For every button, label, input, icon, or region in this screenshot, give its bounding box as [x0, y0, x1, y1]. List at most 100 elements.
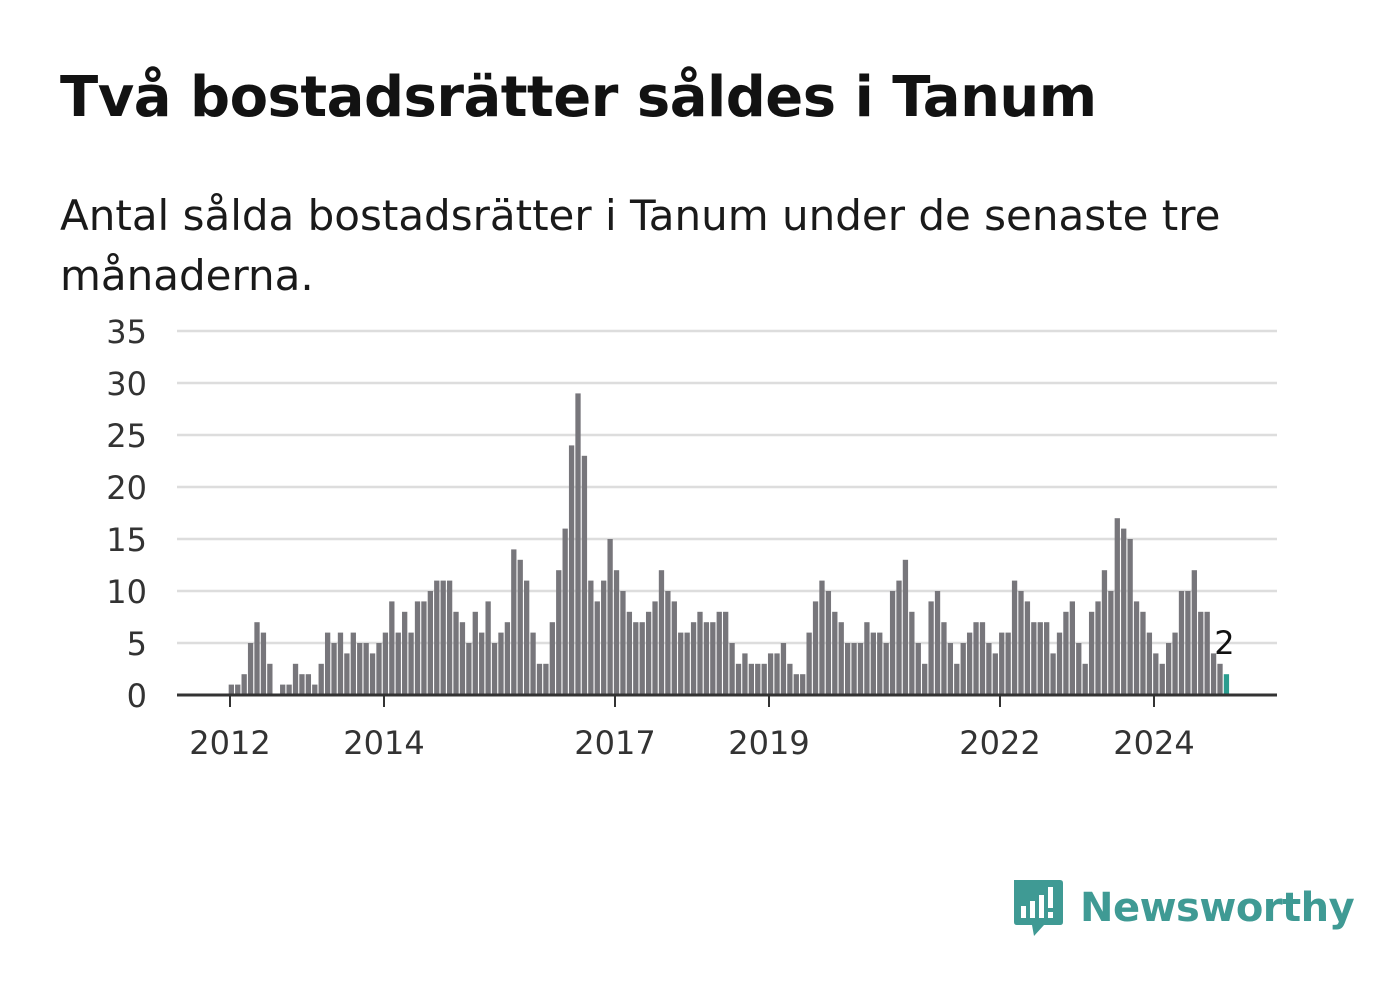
bar: [292, 663, 299, 695]
bar: [1095, 601, 1101, 695]
bar: [421, 601, 427, 695]
bar: [267, 663, 273, 695]
bar: [280, 684, 286, 695]
bar: [678, 632, 684, 695]
bar: [1101, 570, 1108, 695]
bar: [626, 611, 633, 695]
bar: [857, 643, 864, 695]
bar: [357, 643, 363, 695]
bar: [434, 580, 440, 695]
y-tick-label: 10: [106, 573, 147, 611]
bar: [883, 643, 889, 695]
bar: [845, 643, 851, 695]
bar: [986, 643, 992, 695]
bar: [472, 611, 478, 695]
bar: [402, 611, 408, 695]
bar: [299, 674, 305, 695]
bar: [524, 580, 530, 695]
y-tick-label: 0: [127, 677, 147, 715]
bar: [1210, 653, 1217, 695]
bar: [498, 632, 504, 695]
bar: [1178, 591, 1185, 695]
chart-subtitle: Antal sålda bostadsrätter i Tanum under …: [60, 191, 1221, 300]
bar: [620, 591, 626, 695]
bar: [819, 580, 825, 695]
bar: [729, 643, 735, 695]
bar: [1044, 622, 1050, 695]
bar: [588, 580, 594, 695]
bar: [1127, 539, 1133, 695]
bar: [228, 684, 234, 695]
bar: [934, 591, 941, 695]
bar: [363, 643, 369, 695]
bar: [838, 622, 844, 695]
bar: [453, 611, 459, 695]
bar-series: [228, 393, 1230, 695]
bar: [999, 632, 1005, 695]
bar: [1172, 632, 1178, 695]
bar: [324, 632, 331, 695]
bar: [1050, 653, 1056, 695]
bar: [780, 643, 787, 695]
bar: [922, 663, 928, 695]
bar: [1108, 591, 1114, 695]
bar: [459, 622, 466, 695]
bar: [511, 549, 517, 695]
bar: [902, 559, 909, 695]
bar: [658, 570, 665, 695]
y-tick-label: 25: [106, 417, 147, 455]
bar: [575, 393, 581, 695]
bar: [1031, 622, 1037, 695]
highlight-value-label: 2: [1214, 624, 1234, 662]
bar: [1159, 663, 1165, 695]
bar: [1191, 570, 1197, 695]
y-axis-ticks: 0 5 10 15 20 25 30 35: [106, 313, 147, 715]
bar: [466, 643, 472, 695]
bar: [491, 643, 498, 695]
bar: [825, 591, 832, 695]
bar: [1069, 601, 1075, 695]
bar: [800, 674, 806, 695]
bar: [806, 632, 812, 695]
bar: [581, 455, 588, 695]
bar: [652, 601, 658, 695]
bar: [344, 653, 350, 695]
x-tick-label: 2017: [574, 724, 655, 762]
bar: [793, 674, 799, 695]
bar: [1146, 632, 1153, 695]
y-tick-label: 5: [127, 625, 147, 663]
chart-title: Två bostadsrätter såldes i Tanum: [60, 65, 1097, 130]
bar: [1133, 601, 1140, 695]
bar: [376, 643, 382, 695]
bar: [1011, 580, 1018, 695]
brand-name: Newsworthy: [1080, 885, 1355, 931]
bar: [1056, 632, 1063, 695]
y-tick-label: 20: [106, 469, 147, 507]
bar: [1076, 643, 1082, 695]
bar: [645, 611, 652, 695]
bar: [671, 601, 677, 695]
bar: [530, 632, 536, 695]
bar: [543, 663, 549, 695]
x-tick-label: 2024: [1113, 724, 1194, 762]
bar: [889, 591, 896, 695]
y-tick-label: 35: [106, 313, 147, 351]
bar: [954, 663, 960, 695]
bar: [665, 591, 671, 695]
bar: [369, 653, 376, 695]
bar: [1037, 622, 1043, 695]
bar: [832, 611, 838, 695]
bar: [485, 601, 491, 695]
bar: [870, 632, 876, 695]
bar: [601, 580, 607, 695]
bar: [427, 591, 433, 695]
bar: [1024, 601, 1031, 695]
bar: [1153, 653, 1159, 695]
bar: [318, 663, 324, 695]
bar: [517, 559, 523, 695]
bar: [1217, 663, 1223, 695]
bar: [690, 622, 697, 695]
bar: [1082, 663, 1088, 695]
bar: [928, 601, 934, 695]
